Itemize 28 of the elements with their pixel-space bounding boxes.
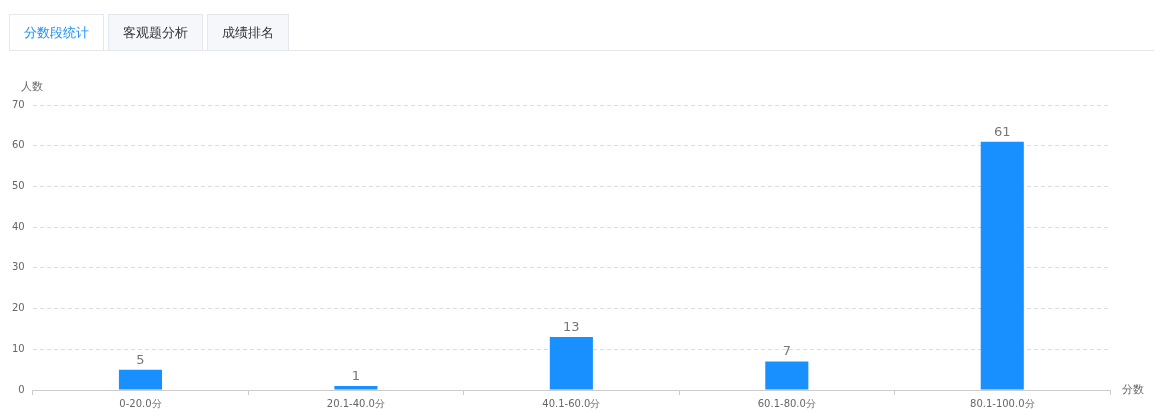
x-tick-label: 20.1-40.0分: [326, 397, 385, 409]
tab: 成绩排名: [207, 14, 289, 51]
bar: [118, 369, 162, 390]
y-tick-label: 0: [18, 383, 25, 395]
data-label: 7: [782, 343, 791, 359]
bar: [549, 337, 593, 390]
x-tick-label: 40.1-60.0分: [542, 397, 601, 409]
data-label: 1: [351, 367, 361, 383]
data-label: 61: [994, 123, 1011, 139]
y-tick-label: 40: [11, 220, 25, 232]
y-tick-label: 60: [11, 139, 25, 151]
y-tick-label: 30: [11, 261, 25, 273]
tab: 分数段统计: [9, 14, 104, 51]
tab: 客观题分析: [108, 14, 203, 51]
x-tick-label: 80.1-100.0分: [970, 397, 1035, 409]
x-axis-title: 分数: [1122, 382, 1144, 396]
y-tick-label: 50: [11, 180, 25, 192]
data-label: 13: [563, 318, 580, 334]
bar: [334, 385, 378, 390]
bar: [765, 361, 809, 390]
x-tick-label: 60.1-80.0分: [757, 397, 816, 409]
bar: [980, 141, 1024, 390]
y-tick-label: 20: [11, 302, 25, 314]
y-tick-label: 70: [11, 98, 25, 110]
y-tick-label: 10: [11, 342, 25, 354]
y-axis-title: 人数: [20, 80, 43, 94]
x-tick-label: 0-20.0分: [119, 397, 162, 409]
data-label: 5: [136, 351, 145, 367]
